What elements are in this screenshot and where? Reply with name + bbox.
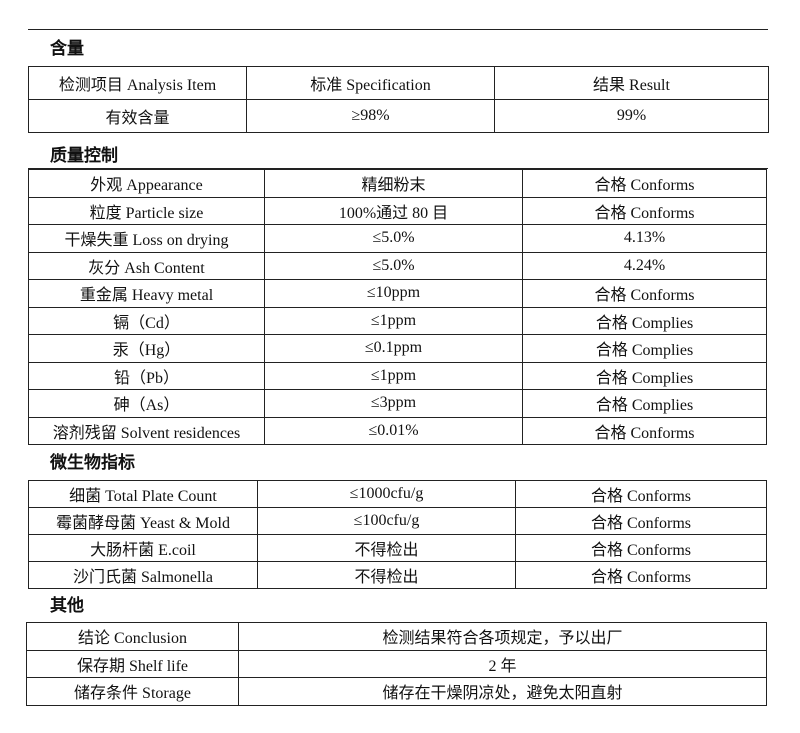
table-cell: 合格 Conforms: [522, 279, 767, 308]
table-row: 灰分 Ash Content ≤5.0% 4.24%: [28, 251, 767, 280]
table-cell: ≤1ppm: [264, 361, 523, 390]
table-cell: 合格 Conforms: [515, 534, 767, 562]
section-title-other: 其他: [50, 596, 84, 616]
table-row: 镉（Cd） ≤1ppm 合格 Complies: [28, 306, 767, 335]
table-cell: 外观 Appearance: [28, 169, 265, 198]
table-row: 细菌 Total Plate Count ≤1000cfu/g 合格 Conform…: [28, 480, 767, 508]
table-cell: 结果 Result: [494, 66, 769, 100]
table-cell: 保存期 Shelf life: [26, 649, 239, 678]
table-cell: 99%: [494, 99, 769, 133]
table-cell: ≤1000cfu/g: [257, 480, 516, 508]
quality-control-table: 外观 Appearance 精细粉末 合格 Conforms 粒度 Particle …: [28, 169, 767, 445]
table-cell: ≤0.1ppm: [264, 334, 523, 363]
table-cell: 合格 Complies: [522, 389, 767, 418]
table-row: 结论 Conclusion 检测结果符合各项规定，予以出厂: [26, 622, 767, 651]
content-table: 检测项目 Analysis Item 标准 Specification 结果 Res…: [28, 66, 769, 133]
table-cell: 溶剂残留 Solvent residences: [28, 416, 265, 445]
table-cell: ≤100cfu/g: [257, 507, 516, 535]
table-row: 砷（As） ≤3ppm 合格 Complies: [28, 389, 767, 418]
table-cell: 合格 Conforms: [522, 416, 767, 445]
table-cell: 大肠杆菌 E.coil: [28, 534, 258, 562]
table-cell: 合格 Conforms: [515, 480, 767, 508]
section-title-quality-control: 质量控制: [50, 146, 118, 166]
table-row: 汞（Hg） ≤0.1ppm 合格 Complies: [28, 334, 767, 363]
table-cell: 合格 Conforms: [522, 196, 767, 225]
table-cell: 合格 Conforms: [515, 507, 767, 535]
table-cell: 4.13%: [522, 224, 767, 253]
table-cell: ≥98%: [246, 99, 495, 133]
table-cell: 结论 Conclusion: [26, 622, 239, 651]
table-cell: 合格 Complies: [522, 306, 767, 335]
table-cell: 检测结果符合各项规定，予以出厂: [238, 622, 767, 651]
table-row: 保存期 Shelf life 2 年: [26, 649, 767, 678]
table-cell: 干燥失重 Loss on drying: [28, 224, 265, 253]
top-rule: [28, 29, 768, 30]
table-row: 粒度 Particle size 100%通过 80 目合格 Conforms: [28, 196, 767, 225]
table-row: 干燥失重 Loss on drying ≤5.0% 4.13%: [28, 224, 767, 253]
table-cell: 100%通过 80 目: [264, 196, 523, 225]
table-cell: 霉菌酵母菌 Yeast & Mold: [28, 507, 258, 535]
table-row: 大肠杆菌 E.coil 不得检出 合格 Conforms: [28, 534, 767, 562]
table-row: 溶剂残留 Solvent residences ≤0.01% 合格 Conforms: [28, 416, 767, 445]
table-cell: 2 年: [238, 649, 767, 678]
quality-rule: [28, 168, 768, 169]
table-cell: ≤10ppm: [264, 279, 523, 308]
table-cell: 合格 Complies: [522, 334, 767, 363]
table-row: 重金属 Heavy metal ≤10ppm 合格 Conforms: [28, 279, 767, 308]
table-cell: 细菌 Total Plate Count: [28, 480, 258, 508]
table-cell: 储存在干燥阴凉处，避免太阳直射: [238, 677, 767, 706]
table-row: 外观 Appearance 精细粉末 合格 Conforms: [28, 169, 767, 198]
table-row: 储存条件 Storage 储存在干燥阴凉处，避免太阳直射: [26, 677, 767, 706]
table-cell: 沙门氏菌 Salmonella: [28, 561, 258, 589]
microbiology-table: 细菌 Total Plate Count ≤1000cfu/g 合格 Conform…: [28, 480, 767, 589]
table-row: 沙门氏菌 Salmonella 不得检出 合格 Conforms: [28, 561, 767, 589]
table-cell: 有效含量: [28, 99, 247, 133]
table-cell: 4.24%: [522, 251, 767, 280]
table-cell: 不得检出: [257, 561, 516, 589]
table-cell: ≤1ppm: [264, 306, 523, 335]
table-cell: ≤5.0%: [264, 224, 523, 253]
table-cell: ≤0.01%: [264, 416, 523, 445]
table-cell: 汞（Hg）: [28, 334, 265, 363]
table-cell: 镉（Cd）: [28, 306, 265, 335]
table-cell: 粒度 Particle size: [28, 196, 265, 225]
table-row: 有效含量 ≥98% 99%: [28, 99, 769, 133]
other-table: 结论 Conclusion 检测结果符合各项规定，予以出厂 保存期 Shelf li…: [26, 622, 767, 706]
section-title-content: 含量: [50, 39, 84, 59]
table-cell: 砷（As）: [28, 389, 265, 418]
table-cell: ≤5.0%: [264, 251, 523, 280]
table-cell: 合格 Conforms: [515, 561, 767, 589]
section-title-microbiology: 微生物指标: [50, 453, 135, 473]
table-cell: 精细粉末: [264, 169, 523, 198]
table-row: 铅（Pb） ≤1ppm 合格 Complies: [28, 361, 767, 390]
table-cell: 合格 Complies: [522, 361, 767, 390]
table-cell: 标准 Specification: [246, 66, 495, 100]
table-cell: 不得检出: [257, 534, 516, 562]
table-cell: ≤3ppm: [264, 389, 523, 418]
table-cell: 铅（Pb）: [28, 361, 265, 390]
table-cell: 重金属 Heavy metal: [28, 279, 265, 308]
table-cell: 合格 Conforms: [522, 169, 767, 198]
table-row: 霉菌酵母菌 Yeast & Mold ≤100cfu/g 合格 Conforms: [28, 507, 767, 535]
table-cell: 检测项目 Analysis Item: [28, 66, 247, 100]
table-cell: 灰分 Ash Content: [28, 251, 265, 280]
header-row: 检测项目 Analysis Item 标准 Specification 结果 Res…: [28, 66, 769, 100]
table-cell: 储存条件 Storage: [26, 677, 239, 706]
